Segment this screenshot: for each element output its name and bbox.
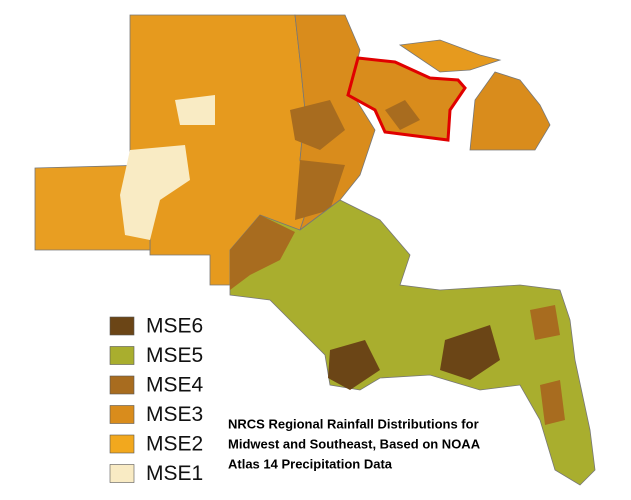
michigan-up <box>398 39 502 73</box>
caption: NRCS Regional Rainfall Distributions for… <box>228 416 481 471</box>
map-regions <box>34 14 596 486</box>
michigan <box>469 71 551 151</box>
legend-swatch <box>109 434 135 454</box>
mse4-patch <box>290 100 345 150</box>
mse6-patch <box>328 340 380 390</box>
wisconsin <box>346 56 467 142</box>
legend-swatch <box>109 346 135 365</box>
legend-swatch <box>109 464 135 483</box>
mse4-patch <box>385 100 420 130</box>
legend-label: MSE6 <box>146 315 203 338</box>
southeast-region <box>229 199 596 486</box>
legend-label: MSE5 <box>146 344 203 367</box>
west-region <box>34 164 151 251</box>
mse6-patch <box>440 325 500 380</box>
legend-label: MSE1 <box>146 462 203 485</box>
legend-label: MSE2 <box>146 433 203 456</box>
caption-line: Atlas 14 Precipitation Data <box>228 456 393 471</box>
legend-swatch <box>109 405 135 424</box>
caption-line: Midwest and Southeast, Based on NOAA <box>228 436 481 451</box>
legend: MSE6 MSE5 MSE4 MSE3 MSE2 MSE1 <box>109 315 204 485</box>
legend-label: MSE3 <box>146 403 203 426</box>
legend-swatch <box>109 375 135 395</box>
mse4-patch <box>530 305 560 340</box>
mse4-patch <box>540 380 565 425</box>
mse4-patch <box>230 215 295 290</box>
legend-label: MSE4 <box>146 374 204 397</box>
caption-line: NRCS Regional Rainfall Distributions for <box>228 416 479 431</box>
mse1-patch <box>120 145 190 240</box>
mse1-patch <box>175 95 215 125</box>
legend-swatch <box>109 316 135 336</box>
mse4-patch <box>295 160 345 220</box>
